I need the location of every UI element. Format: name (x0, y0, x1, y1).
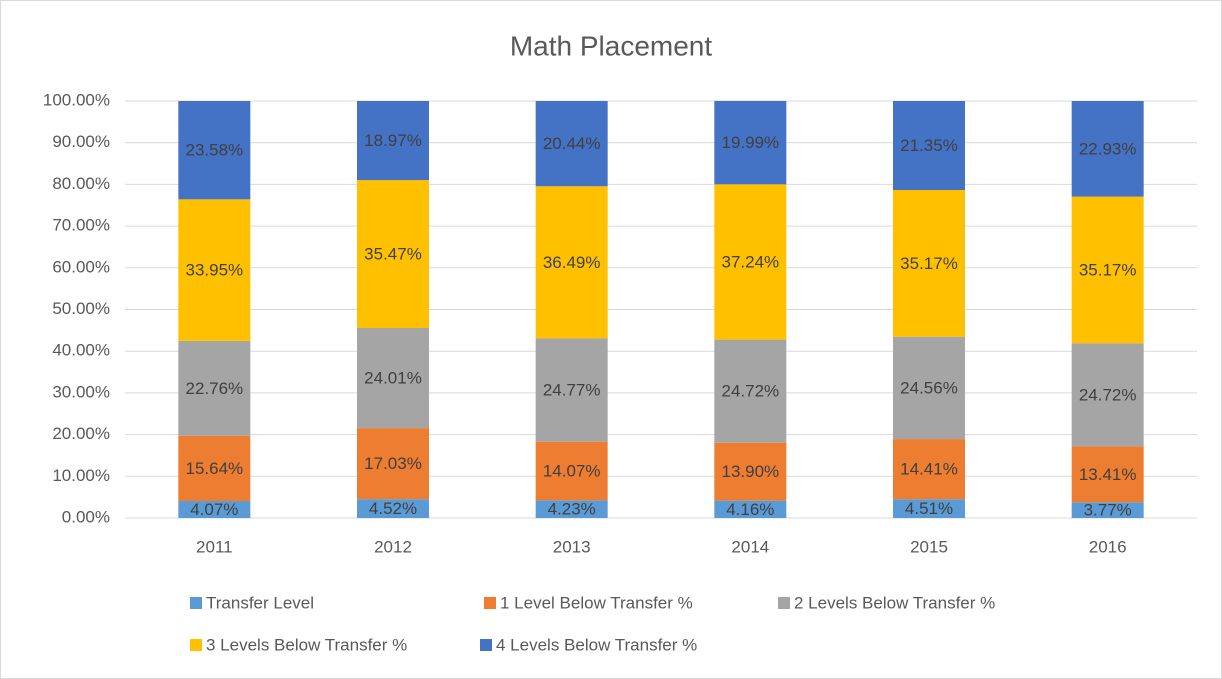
data-label: 14.07% (543, 462, 601, 481)
data-label: 24.72% (1079, 385, 1137, 404)
bar-segment (357, 428, 429, 500)
data-label: 4.51% (905, 499, 953, 518)
bar-segment (178, 340, 251, 436)
bar-segment (1071, 446, 1144, 503)
data-label: 13.90% (721, 462, 779, 481)
legend-label: 2 Levels Below Transfer % (794, 593, 995, 612)
legend-swatch (778, 597, 790, 609)
bar-segment (357, 180, 429, 329)
bar-segment (893, 190, 965, 337)
data-label: 4.52% (369, 499, 417, 518)
data-label: 24.77% (543, 381, 601, 400)
bar-segment (178, 435, 251, 502)
y-tick-label: 100.00% (43, 90, 110, 109)
data-label: 33.95% (185, 261, 243, 280)
y-tick-label: 20.00% (52, 424, 110, 443)
legend-swatch (484, 597, 496, 609)
legend-label: 3 Levels Below Transfer % (206, 635, 407, 654)
bar-segment (535, 186, 608, 339)
bar-segment (535, 101, 608, 187)
data-label: 22.76% (185, 379, 243, 398)
data-label: 24.72% (721, 382, 779, 401)
bar-segment (178, 199, 251, 341)
bar-segment (893, 336, 965, 440)
bar-segment (893, 499, 965, 518)
legend-label: 4 Levels Below Transfer % (496, 635, 697, 654)
data-label: 14.41% (900, 460, 958, 479)
bar-segment (1071, 101, 1144, 197)
data-label: 15.64% (185, 459, 243, 478)
bar-segment (714, 184, 787, 340)
bar-segment (1071, 502, 1144, 518)
data-label: 36.49% (543, 253, 601, 272)
y-tick-label: 70.00% (52, 216, 110, 235)
x-tick-label: 2015 (910, 537, 948, 556)
bar-segment (893, 101, 965, 191)
data-label: 23.58% (185, 141, 243, 160)
y-tick-label: 40.00% (52, 341, 110, 360)
x-tick-label: 2013 (553, 537, 591, 556)
x-tick-label: 2016 (1089, 537, 1127, 556)
x-tick-label: 2012 (374, 537, 412, 556)
data-label: 35.17% (1079, 260, 1137, 279)
bar-segment (1071, 343, 1144, 447)
data-label: 4.16% (726, 500, 774, 519)
data-label: 35.47% (364, 245, 422, 264)
bar-segment (714, 100, 787, 185)
data-label: 37.24% (721, 252, 779, 271)
chart-title: Math Placement (510, 30, 713, 61)
y-tick-label: 80.00% (52, 174, 110, 193)
bar-segment (535, 338, 608, 442)
data-label: 4.23% (548, 500, 596, 519)
data-label: 20.44% (543, 134, 601, 153)
data-label: 17.03% (364, 454, 422, 473)
y-tick-label: 10.00% (52, 466, 110, 485)
x-tick-label: 2011 (196, 537, 233, 556)
bar-segment (535, 500, 608, 518)
y-tick-label: 30.00% (52, 382, 110, 401)
bar-segment (357, 101, 429, 181)
bar-segment (714, 339, 787, 443)
legend-label: Transfer Level (206, 593, 314, 612)
data-label: 3.77% (1084, 501, 1132, 520)
bar-segment (178, 101, 251, 200)
legend-label: 1 Level Below Transfer % (500, 593, 693, 612)
y-tick-label: 90.00% (52, 132, 110, 151)
bar-segment (714, 442, 787, 501)
legend-swatch (190, 597, 202, 609)
data-label: 19.99% (721, 133, 779, 152)
data-label: 21.35% (900, 136, 958, 155)
y-tick-label: 50.00% (52, 299, 110, 318)
bar-segment (357, 328, 429, 429)
bar-segment (535, 441, 608, 501)
bar-segment (178, 501, 251, 518)
y-tick-label: 0.00% (62, 507, 110, 526)
data-label: 35.17% (900, 254, 958, 273)
data-label: 24.56% (900, 378, 958, 397)
x-tick-label: 2014 (731, 537, 769, 556)
bar-segment (1071, 196, 1144, 344)
y-tick-label: 60.00% (52, 257, 110, 276)
data-label: 4.07% (190, 500, 238, 519)
bar-segment (357, 499, 429, 518)
bar-segment (893, 439, 965, 500)
legend-swatch (480, 639, 492, 651)
legend-swatch (190, 639, 202, 651)
data-label: 22.93% (1079, 139, 1137, 158)
data-label: 18.97% (364, 131, 422, 150)
data-label: 13.41% (1079, 465, 1137, 484)
bar-segment (714, 500, 787, 518)
data-label: 24.01% (364, 369, 422, 388)
